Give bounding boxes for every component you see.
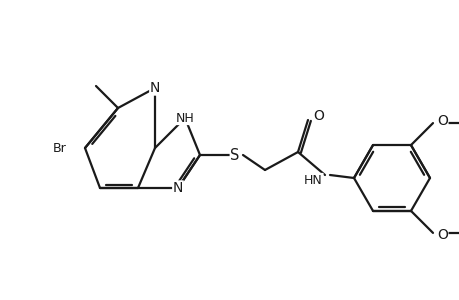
Text: O: O: [436, 114, 447, 128]
Text: HN: HN: [303, 173, 322, 187]
Text: O: O: [312, 109, 323, 123]
Text: NH: NH: [175, 112, 194, 124]
Text: Br: Br: [53, 142, 67, 154]
Text: N: N: [173, 181, 183, 195]
Text: N: N: [150, 81, 160, 95]
Text: O: O: [436, 228, 447, 242]
Text: S: S: [230, 148, 239, 163]
